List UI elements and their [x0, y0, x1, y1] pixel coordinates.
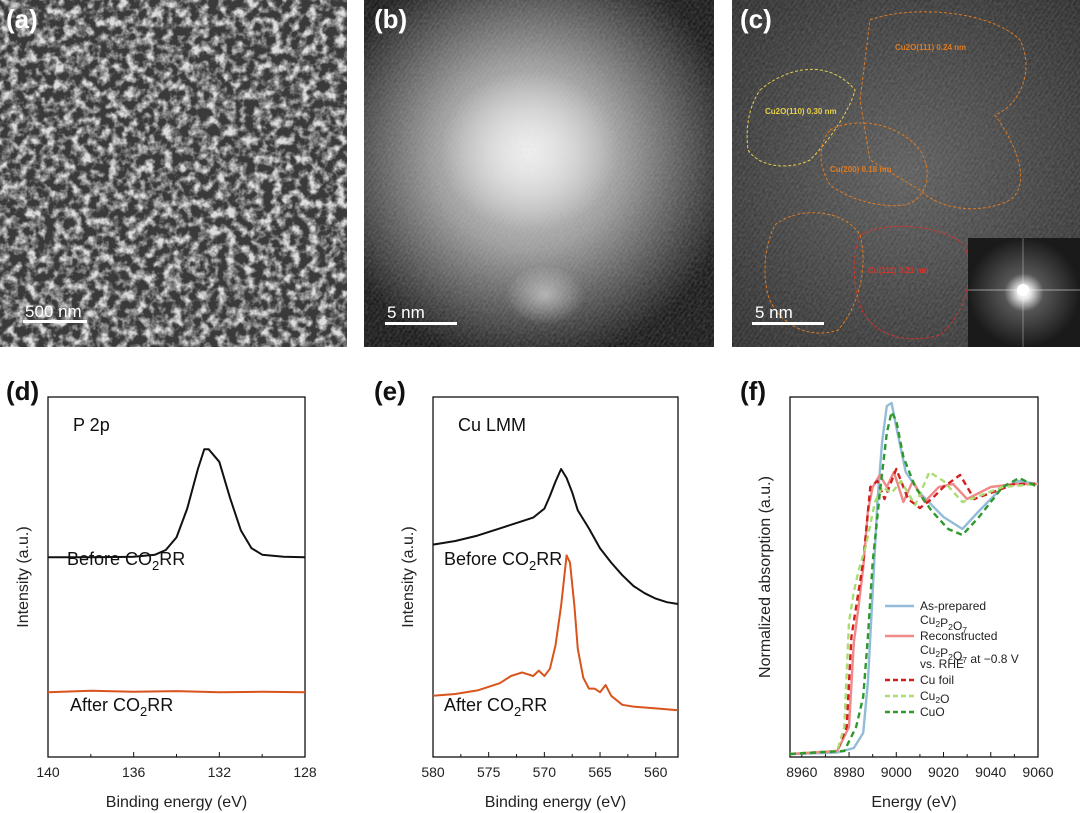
- series-line: [789, 470, 1038, 756]
- x-tick-label: 580: [421, 764, 445, 780]
- panel-letter-d: (d): [6, 376, 39, 406]
- x-tick-label: 128: [293, 764, 317, 780]
- x-axis-label: Binding energy (eV): [485, 794, 626, 811]
- x-tick-label: 140: [36, 764, 60, 780]
- chart-e-cu-lmm: 580 575 570 565 560 Binding energy (eV) Intens…: [400, 396, 679, 811]
- annotation-cu2o-110: Cu2O(110) 0.30 nm: [765, 107, 837, 116]
- domain-outline-cu2o-111: [859, 11, 1027, 210]
- panel-b: 5 nm (b): [364, 0, 714, 347]
- x-tick-label: 9020: [928, 764, 959, 780]
- x-axis-label: Binding energy (eV): [106, 794, 247, 811]
- scale-label-b: 5 nm: [387, 303, 425, 322]
- legend-label: Cu2P2O7: [920, 613, 967, 635]
- domain-outline-lower-left: [764, 212, 864, 334]
- legend-label: Cu2P2O7 at −0.8 V: [920, 643, 1019, 666]
- annotation-cu-111: Cu(111) 0.21 nm: [868, 266, 928, 275]
- series-line: [47, 689, 306, 694]
- series-line: [789, 410, 1039, 756]
- x-tick-label: 132: [208, 764, 232, 780]
- scale-bar-b: [385, 322, 457, 325]
- scale-label-c: 5 nm: [755, 303, 793, 322]
- x-tick-label: 8960: [786, 764, 817, 780]
- x-tick-label: 565: [588, 764, 612, 780]
- legend-label: vs. RHE: [920, 657, 964, 671]
- legend-label: CuO: [920, 705, 945, 719]
- x-tick-label: 560: [644, 764, 668, 780]
- annotation-cu2o-111: Cu2O(111) 0.24 nm: [895, 43, 966, 52]
- chart-title: P 2p: [73, 415, 110, 435]
- plot-frame: [432, 396, 679, 758]
- panel-letter-f: (f): [740, 376, 766, 406]
- y-axis-label: Intensity (a.u.): [400, 526, 417, 627]
- scale-bar-a: [23, 320, 87, 323]
- domain-outline-cu2o-110: [746, 68, 856, 167]
- series-line: [48, 448, 306, 559]
- y-axis-label: Normalized absorption (a.u.): [757, 476, 774, 678]
- x-tick-label: 9060: [1022, 764, 1053, 780]
- sem-texture: [0, 0, 347, 347]
- panel-letter-a: (a): [6, 4, 38, 34]
- x-tick-label: 570: [533, 764, 557, 780]
- plot-frame: [789, 396, 1039, 758]
- panel-letter-b: (b): [374, 4, 407, 34]
- series-label: After CO2RR: [444, 695, 547, 719]
- x-tick-label: 9040: [975, 764, 1006, 780]
- panel-a: 500 nm (a): [0, 0, 347, 347]
- x-tick-label: 9000: [881, 764, 912, 780]
- chart-d-p2p: 140 136 132 128 Binding energy (eV) Intensity…: [15, 396, 317, 811]
- series-label: After CO2RR: [70, 695, 173, 719]
- scale-bar-c: [752, 322, 824, 325]
- scale-label-a: 500 nm: [25, 302, 82, 321]
- x-tick-label: 575: [477, 764, 501, 780]
- panel-c: Cu2O(111) 0.24 nm Cu2O(110) 0.30 nm Cu(2…: [732, 0, 1080, 347]
- x-tick-label: 136: [122, 764, 146, 780]
- x-axis-label: Energy (eV): [871, 794, 956, 811]
- legend-label: Cu foil: [920, 673, 954, 687]
- panel-letter-e: (e): [374, 376, 406, 406]
- domain-outline-cu-200: [820, 122, 928, 207]
- series-line: [432, 468, 679, 605]
- x-tick-label: 8980: [833, 764, 864, 780]
- series-line: [432, 554, 679, 712]
- series-line: [789, 401, 1039, 756]
- chart-title: Cu LMM: [458, 415, 526, 435]
- annotation-cu-200: Cu(200) 0.18 nm: [830, 165, 891, 174]
- legend-label: Reconstructed: [920, 629, 997, 643]
- chart-f-xanes: 8960 8980 9000 9020 9040 9060 Energy (eV) Norma…: [757, 396, 1054, 811]
- fft-center-spot: [1017, 284, 1029, 296]
- series-label: Before CO2RR: [67, 549, 185, 573]
- legend-label: Cu2O: [920, 689, 949, 706]
- y-axis-label: Intensity (a.u.): [15, 526, 32, 627]
- series-label: Before CO2RR: [444, 549, 562, 573]
- stem-texture: [364, 0, 714, 347]
- panel-letter-c: (c): [740, 4, 772, 34]
- series-line: [789, 470, 1039, 756]
- legend-label: As-prepared: [920, 599, 986, 613]
